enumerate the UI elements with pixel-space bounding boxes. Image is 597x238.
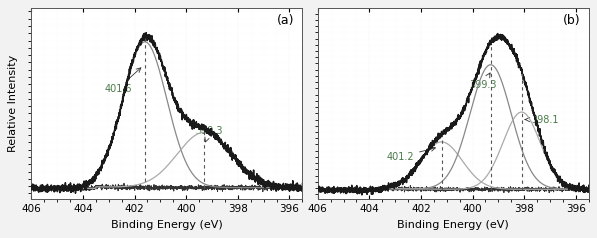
Text: 399.3: 399.3	[196, 126, 223, 142]
Y-axis label: Relative Intensity: Relative Intensity	[8, 55, 19, 152]
Text: 399.3: 399.3	[469, 73, 497, 90]
X-axis label: Binding Energy (eV): Binding Energy (eV)	[398, 220, 509, 230]
Text: (a): (a)	[276, 14, 294, 27]
Text: 401.6: 401.6	[104, 68, 141, 94]
X-axis label: Binding Energy (eV): Binding Energy (eV)	[111, 220, 223, 230]
Text: (b): (b)	[563, 14, 580, 27]
Text: 401.2: 401.2	[386, 147, 435, 162]
Text: 398.1: 398.1	[525, 114, 559, 124]
